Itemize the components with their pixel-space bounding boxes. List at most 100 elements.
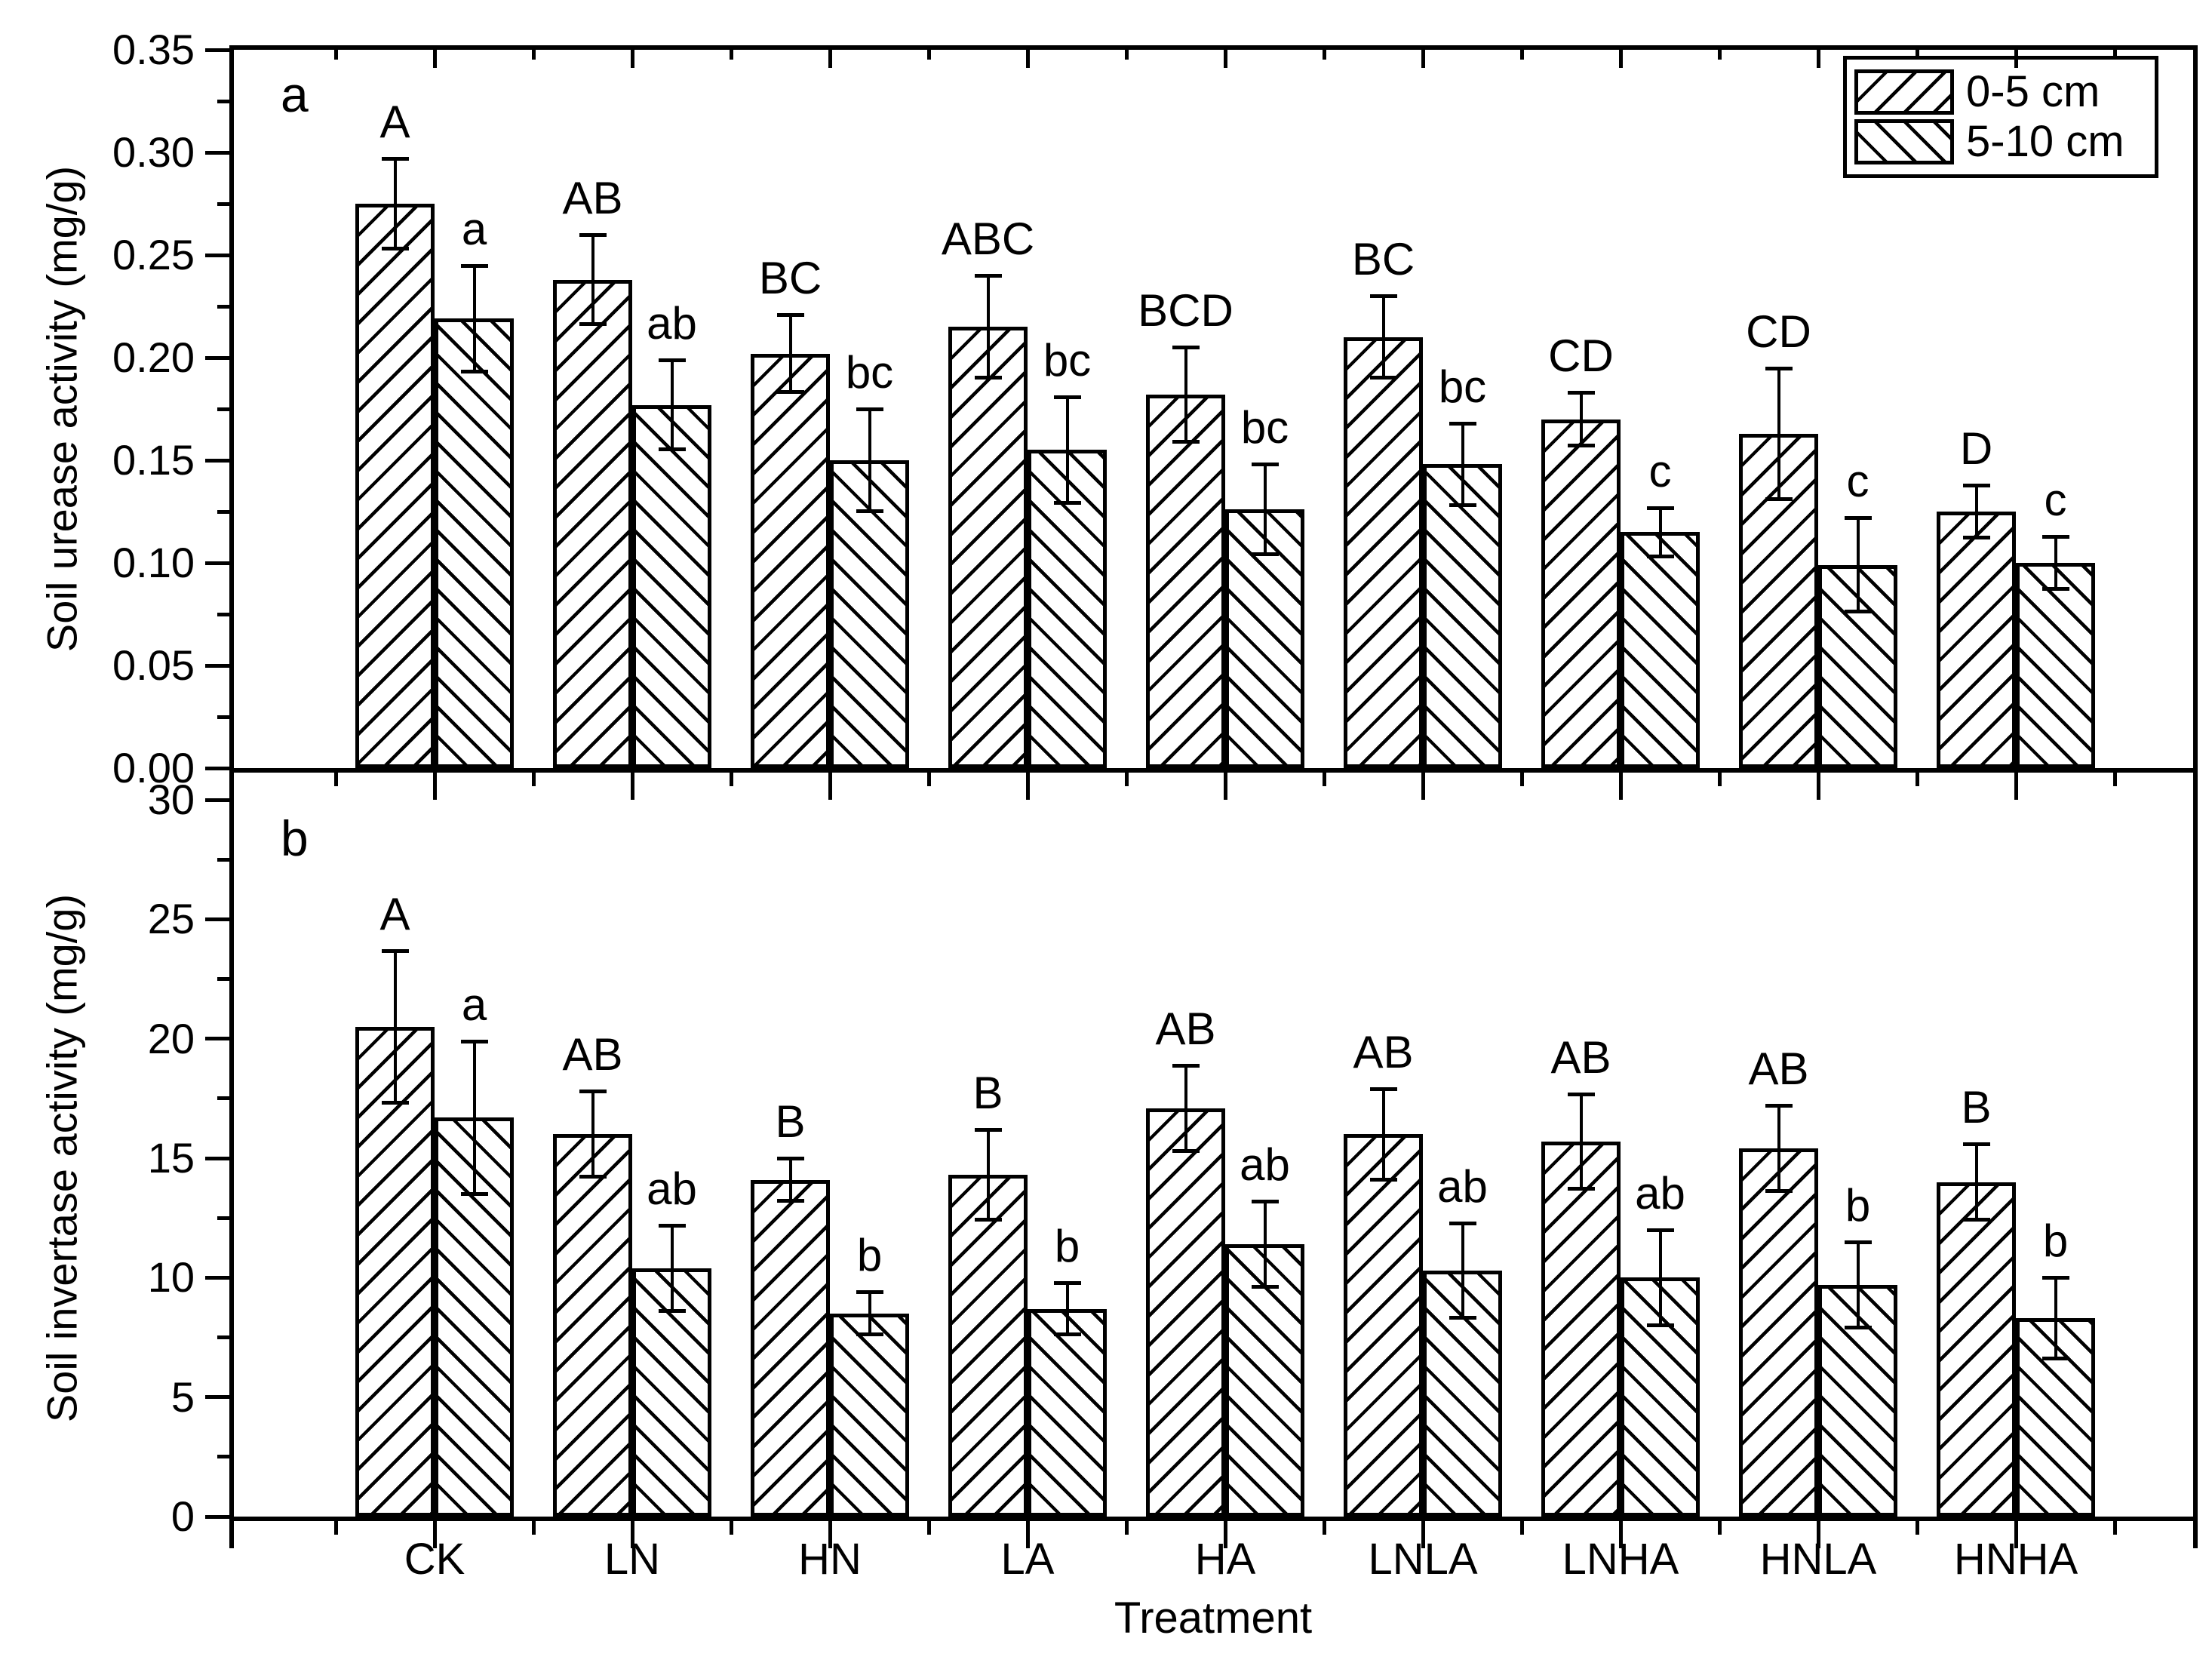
panel-a-error-bar-cap-bottom <box>1962 536 1990 540</box>
panel-b-error-bar-line <box>868 1292 871 1335</box>
panel-b-x-tick-minor <box>2112 1521 2117 1535</box>
panel-b-sig-letter-HA-0-5cm: AB <box>1155 1003 1216 1054</box>
panel-b-error-bar-cap-bottom <box>776 1199 804 1203</box>
panel-a-error-bar-line <box>1065 396 1069 504</box>
panel-b-x-tick-major <box>1421 1521 1425 1548</box>
panel-a-error-bar-line <box>1579 392 1583 446</box>
panel-a-top-tick-minor <box>1322 50 1326 60</box>
panel-a-y-tick-major <box>205 48 229 52</box>
panel-b-error-bar-cap-top <box>1962 1142 1990 1146</box>
panel-b-y-tick-major <box>205 1275 229 1280</box>
panel-b-x-tick-end <box>2193 1521 2198 1548</box>
panel-a-error-bar-cap-bottom <box>1053 501 1081 506</box>
category-label-LNLA: LNLA <box>1368 1535 1478 1584</box>
panel-b-error-bar-cap-bottom <box>579 1175 607 1179</box>
panel-a-error-bar-line <box>591 234 594 325</box>
panel-a-x-tick-major <box>1025 773 1030 800</box>
panel-a-error-bar-cap-top <box>776 312 804 317</box>
panel-b-sig-letter-HNLA-0-5cm: AB <box>1748 1043 1809 1095</box>
panel-b-error-bar-cap-bottom <box>1053 1332 1081 1337</box>
panel-a-y-tick-major <box>205 253 229 257</box>
panel-a-bar-LNLA-0-5cm <box>1344 337 1423 768</box>
panel-b-y-tick-minor <box>217 857 229 862</box>
panel-a-bar-HN-5-10cm <box>830 460 909 768</box>
panel-b-error-bar-cap-top <box>1646 1228 1674 1232</box>
panel-a-error-bar-line <box>472 265 476 373</box>
panel-a-top-tick-minor <box>531 50 536 60</box>
panel-a-y-tick-major <box>205 458 229 463</box>
panel-a-sig-letter-HA-5-10cm: bc <box>1240 402 1289 453</box>
panel-a-x-tick-major <box>1421 773 1425 800</box>
panel-a-error-bar-cap-top <box>1449 422 1476 426</box>
panel-a-error-bar-line <box>1184 347 1187 442</box>
panel-b-sig-letter-HN-0-5cm: B <box>775 1096 806 1147</box>
panel-a-error-bar-cap-bottom <box>1369 376 1397 380</box>
panel-a-top-tick-major <box>1025 50 1030 68</box>
panel-a-error-bar-cap-top <box>2041 534 2069 539</box>
panel-b-bar-HA-5-10cm <box>1225 1244 1304 1517</box>
panel-a-top-tick-minor <box>2112 50 2117 60</box>
panel-a-error-bar-line <box>1974 484 1978 539</box>
panel-b-y-tick-major <box>205 798 229 802</box>
panel-a-error-bar-cap-bottom <box>1765 496 1793 501</box>
panel-b-error-bar-cap-top <box>579 1090 607 1094</box>
panel-b-y-tick-minor <box>217 1455 229 1459</box>
category-label-HN: HN <box>798 1535 862 1584</box>
panel-a-error-bar-cap-bottom <box>658 447 686 452</box>
panel-b-error-bar-cap-bottom <box>1765 1189 1793 1194</box>
panel-a-top-tick-major <box>1223 50 1227 68</box>
panel-a-x-tick-major <box>432 773 437 800</box>
panel-a-top-tick-minor <box>926 50 931 60</box>
panel-a-error-bar-cap-bottom <box>579 322 607 327</box>
panel-a-top-tick-minor <box>729 50 733 60</box>
panel-a-x-tick-major <box>1618 773 1623 800</box>
panel-a-x-tick-end <box>229 773 234 800</box>
category-label-HNLA: HNLA <box>1759 1535 1877 1584</box>
panel-a-y-tick-label: 0.20 <box>112 333 195 381</box>
panel-a-top-tick-major <box>1618 50 1623 68</box>
panel-b-error-bar-line <box>1184 1065 1187 1151</box>
panel-b-sig-letter-LA-5-10cm: b <box>1054 1220 1080 1271</box>
panel-a-error-bar-cap-top <box>1844 516 1872 521</box>
panel-a-x-axis-line <box>229 768 2198 773</box>
panel-a-y-tick-label: 0.05 <box>112 641 195 689</box>
panel-a-x-tick-minor <box>2112 773 2117 786</box>
panel-b-x-tick-minor <box>531 1521 536 1535</box>
panel-a-sig-letter-LNLA-0-5cm: BC <box>1351 234 1415 285</box>
panel-a-y-tick-minor <box>217 201 229 206</box>
panel-b-x-tick-minor <box>1124 1521 1129 1535</box>
panel-b-error-bar-cap-top <box>1567 1092 1595 1096</box>
panel-b-y-tick-major <box>205 917 229 921</box>
panel-a-bar-CK-0-5cm <box>355 204 435 768</box>
panel-b-bar-LN-0-5cm <box>553 1134 632 1517</box>
panel-a-top-tick-major <box>1421 50 1425 68</box>
panel-a-sig-letter-HN-0-5cm: BC <box>758 252 822 303</box>
panel-b-y-tick-label: 0 <box>171 1492 195 1540</box>
panel-b-error-bar-cap-bottom <box>974 1218 1002 1222</box>
panel-a-top-tick-minor <box>333 50 338 60</box>
panel-a-y-tick-minor <box>217 99 229 103</box>
panel-b-error-bar-cap-top <box>974 1128 1002 1132</box>
panel-a-top-tick-minor <box>1717 50 1722 60</box>
panel-b-sig-letter-HNHA-0-5cm: B <box>1961 1082 1992 1133</box>
legend-label-0-5cm: 0-5 cm <box>1966 66 2100 116</box>
panel-a-y-tick-label: 0.30 <box>112 128 195 176</box>
panel-b-y-tick-label: 15 <box>147 1134 195 1182</box>
panel-a-bar-LN-0-5cm <box>553 279 632 768</box>
panel-a-bar-HNHA-5-10cm <box>2016 563 2095 768</box>
panel-b-y-tick-major <box>205 1156 229 1160</box>
panel-b-bar-HN-5-10cm <box>830 1313 909 1517</box>
panel-a-error-bar-cap-bottom <box>1844 610 1872 614</box>
panel-b-letter: b <box>281 810 309 866</box>
panel-b-sig-letter-LNHA-5-10cm: ab <box>1635 1168 1685 1219</box>
panel-a-bar-HN-0-5cm <box>751 353 830 768</box>
panel-a-error-bar-cap-top <box>1962 483 1990 487</box>
panel-a-right-border <box>2193 45 2198 768</box>
panel-b-x-tick-minor <box>1915 1521 1919 1535</box>
panel-b-sig-letter-LNHA-0-5cm: AB <box>1550 1031 1611 1083</box>
panel-a-sig-letter-CK-5-10cm: a <box>461 203 487 254</box>
panel-b-error-bar-cap-bottom <box>658 1308 686 1313</box>
category-label-LA: LA <box>1000 1535 1055 1584</box>
panel-b-sig-letter-HN-5-10cm: b <box>856 1230 883 1281</box>
